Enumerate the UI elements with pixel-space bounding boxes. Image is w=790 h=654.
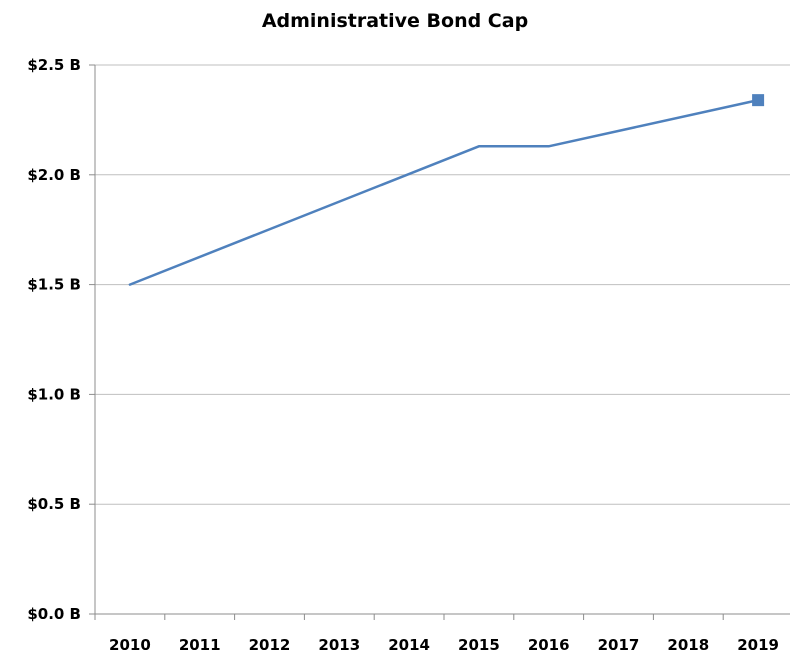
x-tick-label: 2015 [458, 636, 500, 654]
x-tick-label: 2011 [179, 636, 221, 654]
y-tick-label: $0.5 B [27, 495, 81, 513]
y-tick-label: $1.5 B [27, 276, 81, 294]
x-tick-label: 2013 [318, 636, 360, 654]
chart-title: Administrative Bond Cap [261, 10, 529, 32]
y-tick-label: $1.0 B [27, 385, 81, 403]
y-tick-label: $0.0 B [27, 605, 81, 623]
x-tick-label: 2014 [388, 636, 430, 654]
y-tick-label: $2.5 B [27, 56, 81, 74]
x-tick-label: 2016 [528, 636, 570, 654]
series [128, 94, 765, 286]
x-tick-label: 2012 [249, 636, 291, 654]
x-tick-labels: 2010 2011 2012 2013 2014 2015 2016 2017 2018 2019 [109, 636, 779, 654]
axes [94, 65, 790, 615]
x-tick-label: 2018 [667, 636, 709, 654]
x-tick-label: 2019 [737, 636, 779, 654]
y-tick-label: $2.0 B [27, 166, 81, 184]
series-line [128, 98, 760, 286]
end-point-marker [752, 94, 765, 107]
x-tick-label: 2010 [109, 636, 151, 654]
x-tick-label: 2017 [598, 636, 640, 654]
gridlines [89, 64, 790, 620]
y-tick-labels: $0.0 B $0.5 B $1.0 B $1.5 B $2.0 B $2.5 B [27, 56, 81, 623]
